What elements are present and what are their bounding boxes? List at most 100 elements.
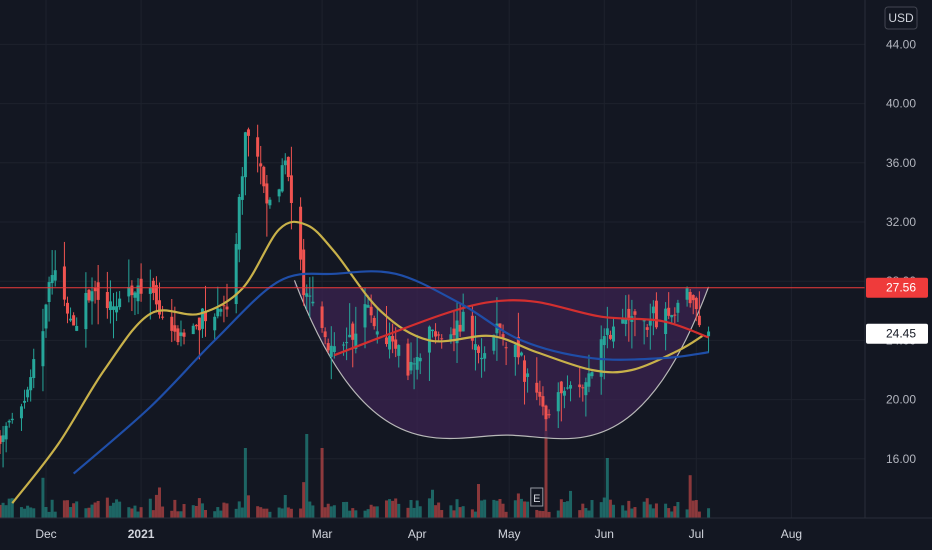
volume-bar — [323, 507, 327, 518]
time-tick-label: May — [498, 527, 521, 541]
candle-body — [154, 285, 158, 305]
volume-bar — [1, 502, 5, 518]
volume-bar — [191, 505, 195, 518]
candle-body — [351, 323, 355, 340]
volume-bar — [133, 505, 137, 518]
candle-body — [69, 318, 73, 321]
volume-bar — [608, 499, 612, 518]
candle-body — [286, 156, 290, 177]
time-tick-label: Apr — [408, 527, 427, 541]
volume-bar — [280, 508, 284, 518]
candle-body — [366, 305, 370, 308]
time-tick-label: Dec — [35, 527, 56, 541]
candle-body — [388, 336, 392, 350]
candle-body — [139, 278, 143, 294]
volume-bar — [449, 505, 453, 518]
candle-body — [605, 328, 609, 335]
volume-bar — [688, 475, 692, 518]
volume-bar — [158, 487, 162, 518]
candle-body — [406, 343, 410, 376]
volume-bar — [483, 499, 487, 518]
candle-body — [691, 295, 695, 301]
candle-body — [697, 315, 701, 326]
cup-pattern — [293, 280, 710, 440]
candle-body — [10, 418, 14, 421]
candle-body — [492, 334, 496, 351]
candle-body — [265, 183, 269, 204]
volume-bar — [243, 448, 247, 518]
volume-bar — [96, 500, 100, 518]
volume-bar — [105, 497, 109, 518]
candle-body — [458, 324, 462, 332]
volume-bar — [299, 508, 303, 518]
volume-bar — [302, 482, 306, 518]
candle-body — [547, 414, 551, 416]
volume-bar — [495, 500, 499, 518]
volume-bar — [84, 508, 88, 518]
time-tick-label: Jul — [689, 527, 704, 541]
volume-bar — [213, 511, 217, 518]
earnings-marker[interactable]: E — [530, 487, 544, 507]
currency-button[interactable]: USD — [884, 6, 918, 30]
volume-bar — [584, 508, 588, 518]
candle-body — [415, 357, 419, 370]
volume-bar — [240, 507, 244, 518]
candle-body — [280, 165, 284, 192]
candle-body — [513, 344, 517, 358]
volume-bar — [538, 510, 542, 518]
candle-body — [50, 275, 54, 284]
candle-body — [305, 293, 309, 297]
candle-body — [473, 344, 477, 351]
volume-bar — [648, 504, 652, 518]
volume-bar — [569, 490, 573, 518]
volume-bar — [62, 500, 66, 518]
candle-body — [283, 160, 287, 166]
candle-body — [369, 306, 373, 316]
candle-body — [590, 372, 594, 377]
candle-body — [434, 331, 438, 337]
volume-bar — [204, 509, 208, 518]
volume-bar — [437, 502, 441, 518]
volume-bar — [10, 498, 14, 518]
volume-bar — [47, 511, 51, 518]
candle-body — [326, 343, 330, 351]
candle-body — [26, 389, 30, 398]
volume-bar — [72, 503, 76, 518]
time-axis[interactable]: Dec 2021 Mar Apr May Jun Jul Aug — [35, 527, 802, 541]
candle-body — [477, 346, 481, 353]
volume-bar — [523, 501, 527, 518]
volume-bar — [691, 500, 695, 518]
candle-body — [688, 291, 692, 304]
price-label-value: 24.45 — [886, 327, 916, 341]
volume-bar — [565, 501, 569, 518]
volume-bar — [599, 502, 603, 518]
volume-bar — [139, 507, 143, 518]
candle-body — [581, 387, 585, 389]
volume-bar — [651, 508, 655, 518]
candle-body — [412, 363, 416, 365]
volume-bar — [369, 504, 373, 518]
candle-body — [176, 328, 180, 343]
candle-body — [673, 314, 677, 316]
price-tick-label: 40.00 — [886, 97, 916, 111]
volume-bar — [268, 511, 272, 518]
volume-bar — [41, 477, 45, 518]
candle-body — [544, 405, 548, 420]
volume-bar — [526, 501, 530, 518]
volume-bar — [611, 504, 615, 518]
volume-bar — [320, 448, 324, 518]
volume-bar — [23, 508, 27, 518]
volume-bar — [194, 505, 198, 518]
candle-body — [320, 306, 324, 328]
volume-bar — [645, 498, 649, 518]
candle-body — [608, 334, 612, 339]
volume-bar — [519, 498, 523, 518]
cup-outline — [293, 280, 710, 440]
volume-bar — [108, 505, 112, 518]
volume-bar — [90, 504, 94, 518]
candle-body — [437, 334, 441, 336]
candle-body — [133, 292, 137, 298]
candle-body — [621, 318, 625, 324]
volume-bar — [670, 511, 674, 518]
